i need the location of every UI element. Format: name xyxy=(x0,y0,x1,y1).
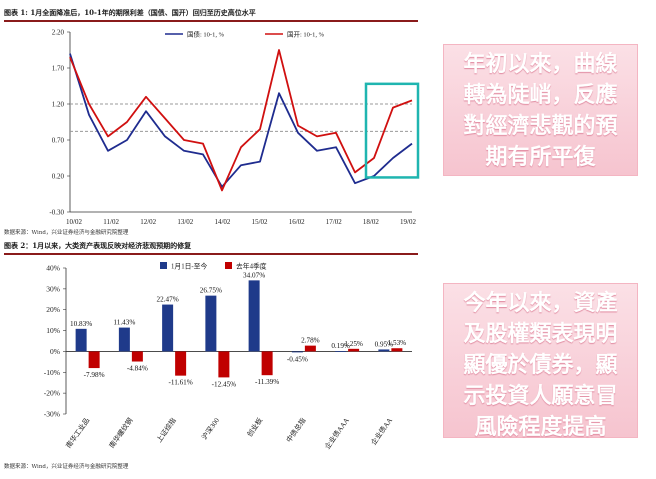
chart-1-source: 数据来源：Wind，兴业证券经济与金融研究院整理 xyxy=(4,230,129,236)
title-rule xyxy=(4,20,418,22)
data-label-2: -11.61% xyxy=(168,379,192,387)
bar-1 xyxy=(205,295,217,352)
bar-1 xyxy=(75,328,87,352)
chart-1-title: 图表 1: 1月全面降准后，10-1年的期限利差（国债、国开）回归至历史高位水平 xyxy=(4,8,256,17)
data-label-1: 26.75% xyxy=(200,287,222,295)
y-tick-label: -30% xyxy=(44,410,60,419)
data-label-2: -12.45% xyxy=(212,380,237,388)
y-tick-label: 1.20 xyxy=(52,101,65,109)
data-label-1: 0.95% xyxy=(375,340,394,348)
category-label: 南华螺纹钢 xyxy=(107,416,134,450)
y-tick-label: 2.20 xyxy=(52,29,65,37)
data-label-1: 34.07% xyxy=(243,271,265,279)
category-label: 创业板 xyxy=(245,416,264,438)
data-label-1: 11.43% xyxy=(113,319,135,327)
legend-label-1: 1月1日-至今 xyxy=(171,262,207,271)
chart-2-svg: 40% 30% 20% 10% 0% -10% -20% -30% 10.83% -7.98% 南华… xyxy=(44,262,412,451)
highlight-box xyxy=(364,82,420,179)
x-tick-label: 12/02 xyxy=(140,218,156,226)
chart-2-title: 图表 2：1月以来，大类资产表现反映对经济悲观预期的修复 xyxy=(4,241,192,250)
category-label: 上证综指 xyxy=(154,416,177,444)
bar-1 xyxy=(335,351,347,352)
legend-label-2: 去年4季度 xyxy=(236,262,267,271)
bar-1 xyxy=(162,304,174,352)
y-tick-label: 30% xyxy=(46,284,60,293)
data-label-2: -7.98% xyxy=(84,371,105,379)
bar-2 xyxy=(304,345,316,352)
y-tick-label: -10% xyxy=(44,368,60,377)
category-label: 中债总指 xyxy=(284,416,307,444)
legend-label-1: 国债: 10-1, % xyxy=(187,30,225,39)
category-label: 南华工业品 xyxy=(64,416,91,450)
data-label-1: 22.47% xyxy=(157,296,179,304)
y-tick-label: -20% xyxy=(44,389,60,398)
data-label-1: 10.83% xyxy=(70,320,92,328)
bar-2 xyxy=(88,351,100,369)
bar-1 xyxy=(291,351,303,353)
bar-2 xyxy=(348,348,360,352)
data-label-2: -4.84% xyxy=(127,365,148,373)
figure-2: 图表 2：1月以来，大类资产表现反映对经济悲观预期的修复 40% 30% 20% 10… xyxy=(0,238,430,479)
data-label-2: 1.53% xyxy=(388,339,407,347)
series-line-2 xyxy=(69,49,413,192)
callout-risk-appetite: 今年以來，資產 及股權類表現明 顯優於債券，顯 示投資人願意冒 風險程度提高 xyxy=(443,283,638,440)
y-tick-label: 20% xyxy=(46,305,60,314)
data-label-2: -11.39% xyxy=(255,378,279,386)
category-label: 企业债AAA xyxy=(323,416,351,451)
y-tick-label: 10% xyxy=(46,326,60,335)
category-label: 沪深300 xyxy=(200,416,222,442)
data-label-1: -0.45% xyxy=(287,355,308,363)
category-label: 企业债AA xyxy=(369,416,394,447)
y-tick-label: 0.70 xyxy=(52,137,65,145)
figure-1: 图表 1: 1月全面降准后，10-1年的期限利差（国债、国开）回归至历史高位水平… xyxy=(0,0,430,238)
bar-2 xyxy=(131,351,143,362)
bar-2 xyxy=(261,351,273,376)
bar-1 xyxy=(118,327,130,352)
chart-2-source: 数据来源：Wind，兴业证券经济与金融研究院整理 xyxy=(4,464,129,470)
x-tick-label: 11/02 xyxy=(103,218,119,226)
data-label-1: 0.19% xyxy=(331,342,350,350)
x-tick-label: 14/02 xyxy=(214,218,230,226)
data-label-2: 1.25% xyxy=(344,340,363,348)
legend-label-2: 国开: 10-1, % xyxy=(287,31,325,39)
y-tick-label: 0% xyxy=(50,347,60,356)
bar-2 xyxy=(218,351,230,378)
bar-2 xyxy=(175,351,187,376)
legend-swatch-2 xyxy=(225,262,232,269)
series-line-1 xyxy=(69,53,413,188)
bar-2 xyxy=(391,348,403,352)
data-label-2: 2.78% xyxy=(301,337,320,345)
callout-curve-steepening: 年初以來，曲線 轉為陡峭，反應 對經濟悲觀的預 期有所平復 xyxy=(443,44,638,176)
y-tick-label: -0.30 xyxy=(49,209,64,217)
bar-1 xyxy=(378,349,390,352)
x-tick-label: 19/02 xyxy=(400,218,416,226)
y-tick-label: 40% xyxy=(46,264,60,273)
x-tick-label: 13/02 xyxy=(177,218,193,226)
x-tick-label: 18/02 xyxy=(363,218,379,226)
x-tick-label: 16/02 xyxy=(289,218,305,226)
y-tick-label: 0.20 xyxy=(52,173,65,181)
x-tick-label: 17/02 xyxy=(326,218,342,226)
legend-swatch-1 xyxy=(160,262,167,269)
x-tick-label: 10/02 xyxy=(66,218,82,226)
x-tick-label: 15/02 xyxy=(252,218,268,226)
bar-1 xyxy=(248,280,260,352)
y-tick-label: 1.70 xyxy=(52,65,65,73)
title-rule xyxy=(4,253,418,255)
